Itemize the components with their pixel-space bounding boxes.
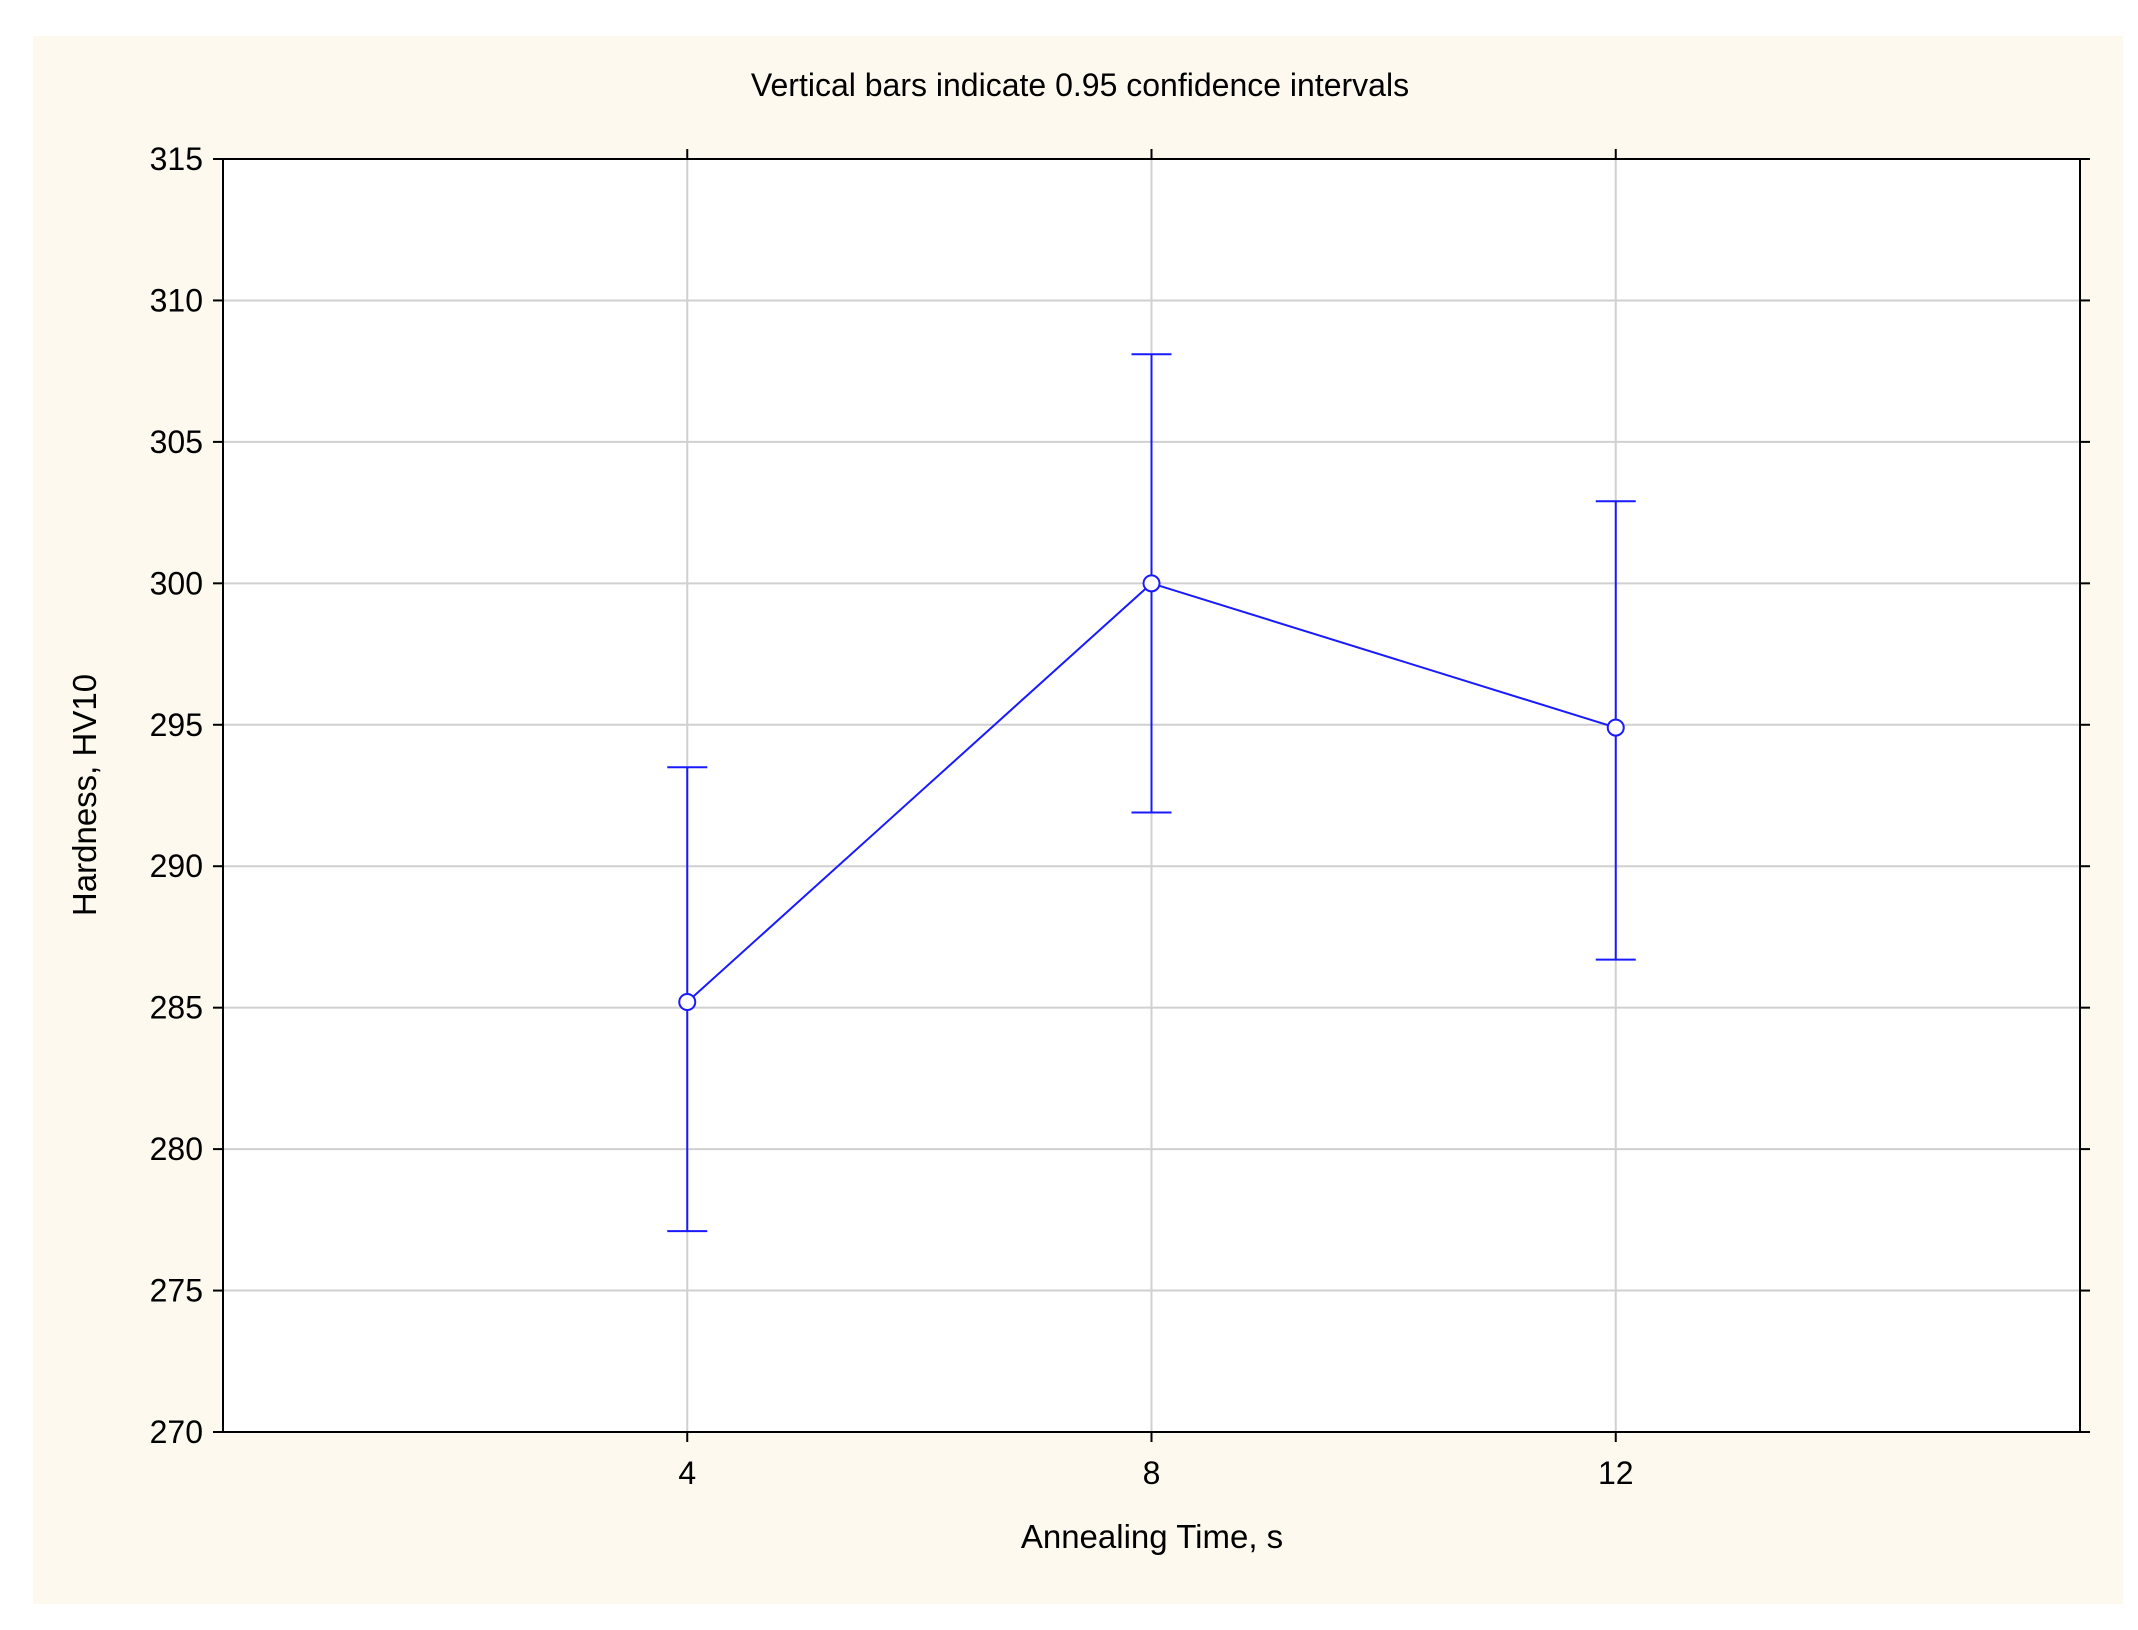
data-points xyxy=(678,574,1625,1012)
y-axis-label: Hardness, HV10 xyxy=(66,674,103,916)
x-axis-ticks: 4 8 12 xyxy=(678,149,1634,1491)
y-tick-label: 290 xyxy=(150,848,203,884)
y-tick-label: 280 xyxy=(150,1131,203,1167)
x-tick-label: 8 xyxy=(1143,1455,1161,1491)
data-point-marker xyxy=(678,993,697,1012)
y-tick-label: 300 xyxy=(150,565,203,601)
y-tick-label: 285 xyxy=(150,990,203,1026)
y-axis-ticks: 270 275 280 285 290 295 300 305 310 315 xyxy=(150,141,2090,1450)
x-axis-label: Annealing Time, s xyxy=(1021,1518,1283,1555)
y-tick-label: 275 xyxy=(150,1273,203,1309)
y-tick-label: 315 xyxy=(150,141,203,177)
x-tick-label: 4 xyxy=(678,1455,696,1491)
y-tick-label: 310 xyxy=(150,282,203,318)
y-tick-label: 295 xyxy=(150,707,203,743)
chart-title: Vertical bars indicate 0.95 confidence i… xyxy=(751,67,1409,103)
data-point-marker xyxy=(1142,574,1161,593)
y-tick-label: 305 xyxy=(150,424,203,460)
data-point-marker xyxy=(1606,718,1625,737)
y-tick-label: 270 xyxy=(150,1414,203,1450)
plot-frame xyxy=(222,158,2081,1433)
x-tick-label: 12 xyxy=(1598,1455,1634,1491)
